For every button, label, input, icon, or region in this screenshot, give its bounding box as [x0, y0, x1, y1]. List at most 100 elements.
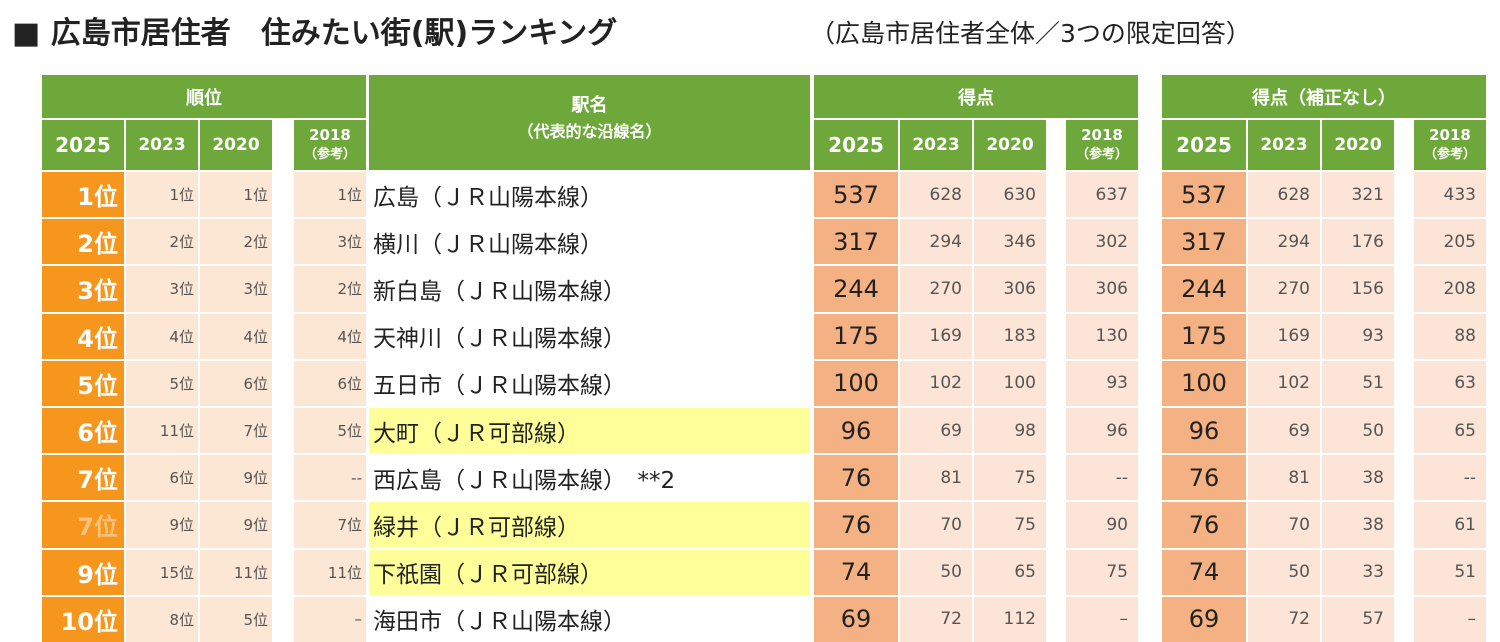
rank: 6位	[200, 360, 272, 406]
raw: 205	[1414, 219, 1486, 265]
raw-2025: 317	[1162, 219, 1246, 265]
score: 183	[974, 313, 1046, 359]
score: 98	[974, 408, 1046, 454]
rank: 11位	[200, 549, 272, 595]
raw: 208	[1414, 266, 1486, 312]
rank: 8位	[126, 596, 198, 642]
rank: 9位	[200, 455, 272, 501]
rank: 6位	[126, 455, 198, 501]
station-header: 駅名 （代表的な沿線名）	[369, 75, 810, 170]
score-2025: 537	[814, 172, 898, 218]
year-header: 2018 （参考）	[1066, 120, 1138, 170]
rank: 9位	[200, 502, 272, 548]
raw: 156	[1322, 266, 1394, 312]
year: 2018	[1429, 126, 1471, 144]
raw: 169	[1248, 313, 1320, 359]
rank: 11位	[126, 408, 198, 454]
raw: 72	[1248, 596, 1320, 642]
rank-2025: 4位	[42, 313, 124, 359]
score-2025: 96	[814, 408, 898, 454]
raw-2025: 537	[1162, 172, 1246, 218]
score: 637	[1066, 172, 1138, 218]
raw: 50	[1248, 549, 1320, 595]
ref-note: （参考）	[1075, 147, 1128, 162]
raw-2025: 76	[1162, 455, 1246, 501]
score: 50	[900, 549, 972, 595]
raw: 51	[1414, 549, 1486, 595]
year-header: 2023	[126, 120, 198, 170]
group-header: 順位	[42, 75, 366, 118]
score: 628	[900, 172, 972, 218]
rank-2025: 9位	[42, 549, 124, 595]
group-header: 得点（補正なし）	[1162, 75, 1486, 118]
score: 302	[1066, 219, 1138, 265]
score: 306	[974, 266, 1046, 312]
year-header: 2025	[42, 120, 124, 170]
raw: 88	[1414, 313, 1486, 359]
score-2025: 100	[814, 360, 898, 406]
year-header: 2020	[200, 120, 272, 170]
station: 天神川（ＪＲ山陽本線）	[369, 313, 810, 359]
rank: 7位	[294, 502, 366, 548]
subtitle: （広島市居住者全体／3つの限定回答）	[810, 19, 1251, 48]
station: 緑井（ＪＲ可部線）	[369, 502, 810, 548]
score: 630	[974, 172, 1046, 218]
raw: 81	[1248, 455, 1320, 501]
raw: 51	[1322, 360, 1394, 406]
score: 294	[900, 219, 972, 265]
rank: 4位	[200, 313, 272, 359]
year-header: 2020	[974, 120, 1046, 170]
rank-2025: 3位	[42, 266, 124, 312]
rank: 2位	[294, 266, 366, 312]
raw: 102	[1248, 360, 1320, 406]
raw: 176	[1322, 219, 1394, 265]
station: 広島（ＪＲ山陽本線）	[369, 172, 810, 218]
raw: 321	[1322, 172, 1394, 218]
rank: –	[294, 596, 366, 642]
score: 65	[974, 549, 1046, 595]
ref-note: （参考）	[1423, 147, 1476, 162]
year: 2018	[1081, 126, 1123, 144]
rank: 11位	[294, 549, 366, 595]
rank: --	[294, 455, 366, 501]
rank: 6位	[294, 360, 366, 406]
score-2025: 175	[814, 313, 898, 359]
rank: 2位	[200, 219, 272, 265]
score: 72	[900, 596, 972, 642]
score-2025: 244	[814, 266, 898, 312]
score: 69	[900, 408, 972, 454]
station: 横川（ＪＲ山陽本線）	[369, 219, 810, 265]
raw: 61	[1414, 502, 1486, 548]
rank-2025: 7位	[42, 502, 124, 548]
score: 130	[1066, 313, 1138, 359]
group-header: 得点	[814, 75, 1138, 118]
station-header-note: （代表的な沿線名）	[517, 122, 662, 141]
raw: 38	[1322, 502, 1394, 548]
score: --	[1066, 455, 1138, 501]
raw: 38	[1322, 455, 1394, 501]
raw: 50	[1322, 408, 1394, 454]
score: 306	[1066, 266, 1138, 312]
rank: 3位	[126, 266, 198, 312]
station-header-label: 駅名	[571, 95, 608, 116]
rank: 4位	[126, 313, 198, 359]
score: 270	[900, 266, 972, 312]
station: 海田市（ＪＲ山陽本線）	[369, 596, 810, 642]
score: 169	[900, 313, 972, 359]
rank: 2位	[126, 219, 198, 265]
score: 93	[1066, 360, 1138, 406]
score: –	[1066, 596, 1138, 642]
year-header: 2025	[1162, 120, 1246, 170]
raw: 57	[1322, 596, 1394, 642]
score: 90	[1066, 502, 1138, 548]
rank: 1位	[294, 172, 366, 218]
station: 五日市（ＪＲ山陽本線）	[369, 360, 810, 406]
year-header: 2018 （参考）	[1414, 120, 1486, 170]
rank: 5位	[126, 360, 198, 406]
raw-2025: 100	[1162, 360, 1246, 406]
score: 96	[1066, 408, 1138, 454]
score: 112	[974, 596, 1046, 642]
score-2025: 76	[814, 502, 898, 548]
year: 2018	[309, 126, 351, 144]
